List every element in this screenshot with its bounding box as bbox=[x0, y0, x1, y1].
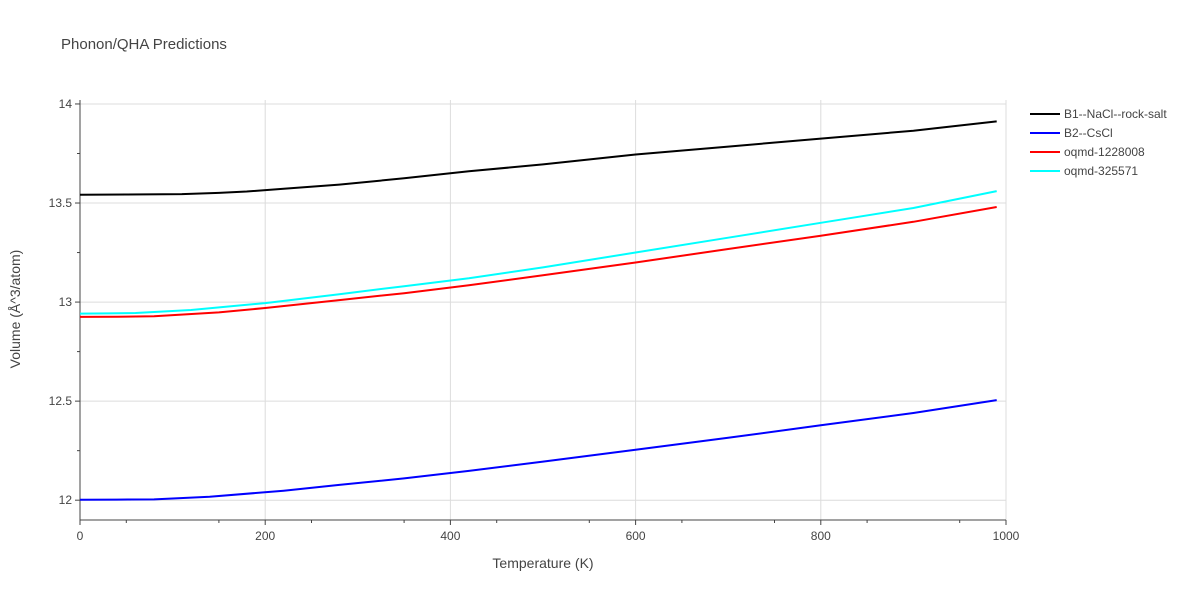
legend-item[interactable]: oqmd-1228008 bbox=[1030, 145, 1145, 159]
legend-item[interactable]: oqmd-325571 bbox=[1030, 164, 1138, 178]
series-line-3[interactable] bbox=[79, 206, 997, 318]
y-tick-label: 14 bbox=[59, 97, 73, 111]
y-tick-label: 12.5 bbox=[49, 394, 73, 408]
x-tick-label: 800 bbox=[811, 529, 831, 543]
series-line-2[interactable] bbox=[79, 399, 997, 501]
legend-label: oqmd-325571 bbox=[1064, 164, 1138, 178]
legend-label: B2--CsCl bbox=[1064, 126, 1113, 140]
x-tick-label: 200 bbox=[255, 529, 275, 543]
y-tick-label: 13.5 bbox=[49, 196, 73, 210]
y-axis-title: Volume (Å^3/atom) bbox=[7, 250, 23, 369]
chart-title: Phonon/QHA Predictions bbox=[61, 36, 227, 53]
legend-label: B1--NaCl--rock-salt bbox=[1064, 107, 1167, 121]
series-line-1[interactable] bbox=[79, 120, 997, 196]
legend-label: oqmd-1228008 bbox=[1064, 145, 1145, 159]
x-axis-title: Temperature (K) bbox=[492, 555, 593, 571]
y-tick-label: 12 bbox=[59, 493, 73, 507]
y-tick-label: 13 bbox=[59, 295, 73, 309]
axes: 0 200 400 600 800 1000 12 12.5 13 13.5 14 bbox=[49, 97, 1020, 543]
grid bbox=[80, 100, 1007, 520]
x-tick-label: 0 bbox=[77, 529, 84, 543]
series-line-4[interactable] bbox=[79, 190, 997, 315]
x-tick-label: 400 bbox=[440, 529, 460, 543]
plot-area bbox=[79, 120, 997, 501]
legend[interactable]: B1--NaCl--rock-salt B2--CsCl oqmd-1228008 o… bbox=[1030, 107, 1167, 178]
x-tick-label: 600 bbox=[626, 529, 646, 543]
legend-item[interactable]: B1--NaCl--rock-salt bbox=[1030, 107, 1167, 121]
legend-item[interactable]: B2--CsCl bbox=[1030, 126, 1113, 140]
x-tick-label: 1000 bbox=[993, 529, 1020, 543]
